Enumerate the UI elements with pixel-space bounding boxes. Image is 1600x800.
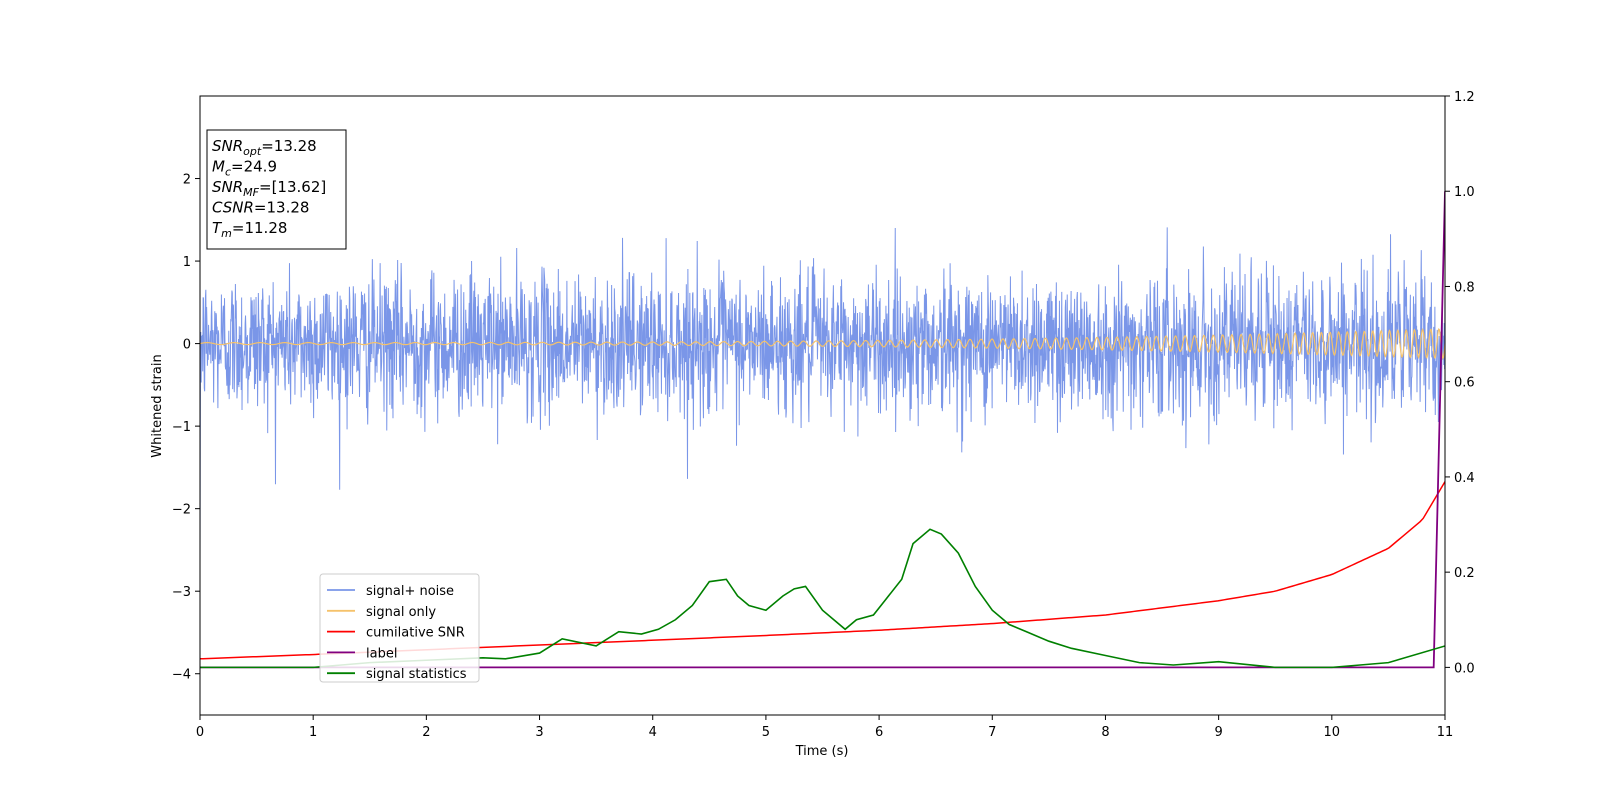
y-right-tick-label: 0.4 <box>1454 471 1475 486</box>
x-tick-label: 1 <box>309 725 317 740</box>
legend-label: label <box>366 646 397 661</box>
y-left-tick-label: 1 <box>183 255 191 270</box>
legend-label: cumilative SNR <box>366 626 465 641</box>
y-axis-left: −4 −3 −2 −1 0 1 2 <box>172 173 200 683</box>
annotation-line: Mc=24.9 <box>212 158 277 179</box>
y-right-tick-label: 0.2 <box>1454 566 1475 581</box>
x-tick-label: 10 <box>1324 725 1341 740</box>
series-label <box>200 191 1445 669</box>
x-tick-label: 9 <box>1214 725 1222 740</box>
y-right-tick-label: 0.0 <box>1454 661 1475 676</box>
y-left-tick-label: 2 <box>183 173 191 188</box>
annotation-box: SNRopt=13.28Mc=24.9SNRMF=[13.62]CSNR=13.… <box>206 129 347 250</box>
y-left-tick-label: 0 <box>183 338 191 353</box>
y-axis-right: 0.0 0.2 0.4 0.6 0.8 1.0 1.2 <box>1445 90 1475 676</box>
y-left-tick-label: −3 <box>172 585 191 600</box>
y-right-tick-label: 0.6 <box>1454 376 1475 391</box>
plot-frame <box>199 95 1446 716</box>
x-tick-label: 0 <box>196 725 204 740</box>
x-tick-label: 2 <box>422 725 430 740</box>
y-left-tick-label: −2 <box>172 503 191 518</box>
x-tick-label: 11 <box>1437 725 1454 740</box>
legend-label: signal+ noise <box>366 584 454 599</box>
legend-label: signal statistics <box>366 667 467 682</box>
x-tick-label: 4 <box>649 725 657 740</box>
annotation-line: SNRMF=[13.62] <box>212 178 326 199</box>
y-right-tick-label: 1.2 <box>1454 90 1475 105</box>
x-axis-label: Time (s) <box>795 744 849 759</box>
annotation-line: SNRopt=13.28 <box>212 137 317 158</box>
annotation-frame <box>206 129 347 250</box>
legend-label: signal only <box>366 605 436 620</box>
y-axis-label: Whitened strain <box>150 354 165 457</box>
legend: signal+ noise signal only cumilative SNR la… <box>319 573 480 683</box>
annotation-line: CSNR=13.28 <box>212 199 309 217</box>
series-signal-noise <box>200 227 1445 563</box>
x-tick-label: 5 <box>762 725 770 740</box>
y-right-tick-label: 0.8 <box>1454 280 1475 295</box>
x-tick-label: 7 <box>988 725 996 740</box>
annotation-line: Tm=11.28 <box>212 219 287 240</box>
series-signal-statistics <box>200 528 1445 669</box>
legend-frame <box>319 573 480 683</box>
y-right-tick-label: 1.0 <box>1454 185 1475 200</box>
x-axis: 0 1 2 3 4 5 6 7 8 9 10 11 <box>196 715 1453 740</box>
x-tick-label: 6 <box>875 725 883 740</box>
y-left-tick-label: −4 <box>172 668 191 683</box>
x-tick-label: 8 <box>1101 725 1109 740</box>
y-left-tick-label: −1 <box>172 420 191 435</box>
series-signal-only <box>200 327 1445 360</box>
x-tick-label: 3 <box>535 725 543 740</box>
